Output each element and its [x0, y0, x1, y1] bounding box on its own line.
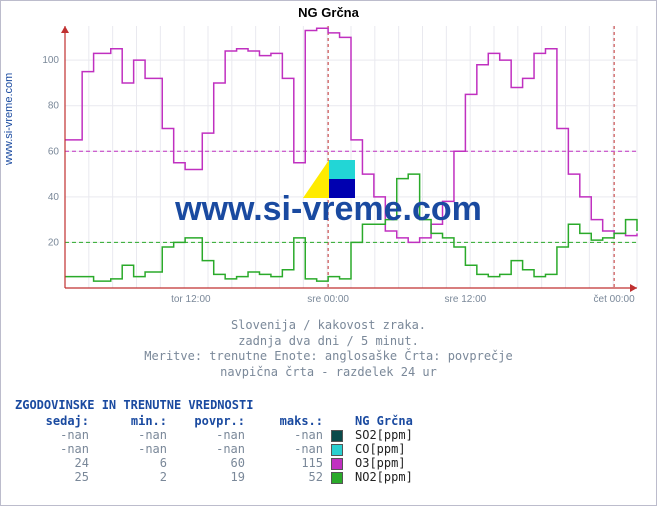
stats-value: 19: [171, 470, 249, 484]
stats-table-title: ZGODOVINSKE IN TRENUTNE VREDNOSTI: [15, 398, 656, 412]
stats-value: -nan: [15, 428, 93, 442]
stats-value: 2: [93, 470, 171, 484]
chart-area: www.si-vreme.com 20 40 60 80 100 tor 12:00 sre…: [1, 20, 656, 310]
svg-text:sre 00:00: sre 00:00: [307, 294, 349, 305]
stats-series-header: NG Grčna: [351, 414, 417, 428]
stats-value: -nan: [15, 442, 93, 456]
series-label: NO2[ppm]: [351, 470, 417, 484]
series-label: O3[ppm]: [351, 456, 417, 470]
svg-text:tor 12:00: tor 12:00: [171, 294, 211, 305]
y-axis-label: www.si-vreme.com: [3, 73, 15, 165]
plot-svg: 20 40 60 80 100 tor 12:00 sre 00:00 sre 12:00 če…: [29, 20, 649, 310]
stats-col-header: maks.:: [249, 414, 327, 428]
caption-line-2: zadnja dva dni / 5 minut.: [1, 334, 656, 350]
stats-value: -nan: [171, 442, 249, 456]
stats-col-header: min.:: [93, 414, 171, 428]
stats-value: -nan: [93, 428, 171, 442]
stats-value: 6: [93, 456, 171, 470]
stats-table: ZGODOVINSKE IN TRENUTNE VREDNOSTI sedaj:…: [15, 398, 656, 484]
series-label: CO[ppm]: [351, 442, 417, 456]
caption-line-4: navpična črta - razdelek 24 ur: [1, 365, 656, 381]
stats-value: 25: [15, 470, 93, 484]
stats-value: 115: [249, 456, 327, 470]
stats-value: -nan: [171, 428, 249, 442]
svg-text:20: 20: [48, 237, 60, 248]
stats-col-header: sedaj:: [15, 414, 93, 428]
stats-value: -nan: [93, 442, 171, 456]
source-link[interactable]: www.si-vreme.com: [3, 73, 15, 165]
svg-text:40: 40: [48, 192, 60, 203]
svg-text:60: 60: [48, 146, 60, 157]
caption-line-1: Slovenija / kakovost zraka.: [1, 318, 656, 334]
series-label: SO2[ppm]: [351, 428, 417, 442]
series-swatch: [331, 472, 343, 484]
caption-line-3: Meritve: trenutne Enote: anglosaške Črta…: [1, 349, 656, 365]
chart-container: NG Grčna www.si-vreme.com 20 40 60 80 100 tor…: [0, 0, 657, 506]
stats-value: -nan: [249, 442, 327, 456]
stats-col-header: povpr.:: [171, 414, 249, 428]
series-swatch: [331, 444, 343, 456]
svg-text:100: 100: [42, 55, 59, 66]
caption: Slovenija / kakovost zraka. zadnja dva d…: [1, 318, 656, 380]
stats-value: 52: [249, 470, 327, 484]
series-swatch: [331, 458, 343, 470]
svg-text:sre 12:00: sre 12:00: [445, 294, 487, 305]
chart-title: NG Grčna: [1, 1, 656, 20]
stats-value: 60: [171, 456, 249, 470]
stats-value: -nan: [249, 428, 327, 442]
svg-text:čet 00:00: čet 00:00: [594, 294, 636, 305]
stats-value: 24: [15, 456, 93, 470]
series-swatch: [331, 430, 343, 442]
svg-text:80: 80: [48, 101, 60, 112]
